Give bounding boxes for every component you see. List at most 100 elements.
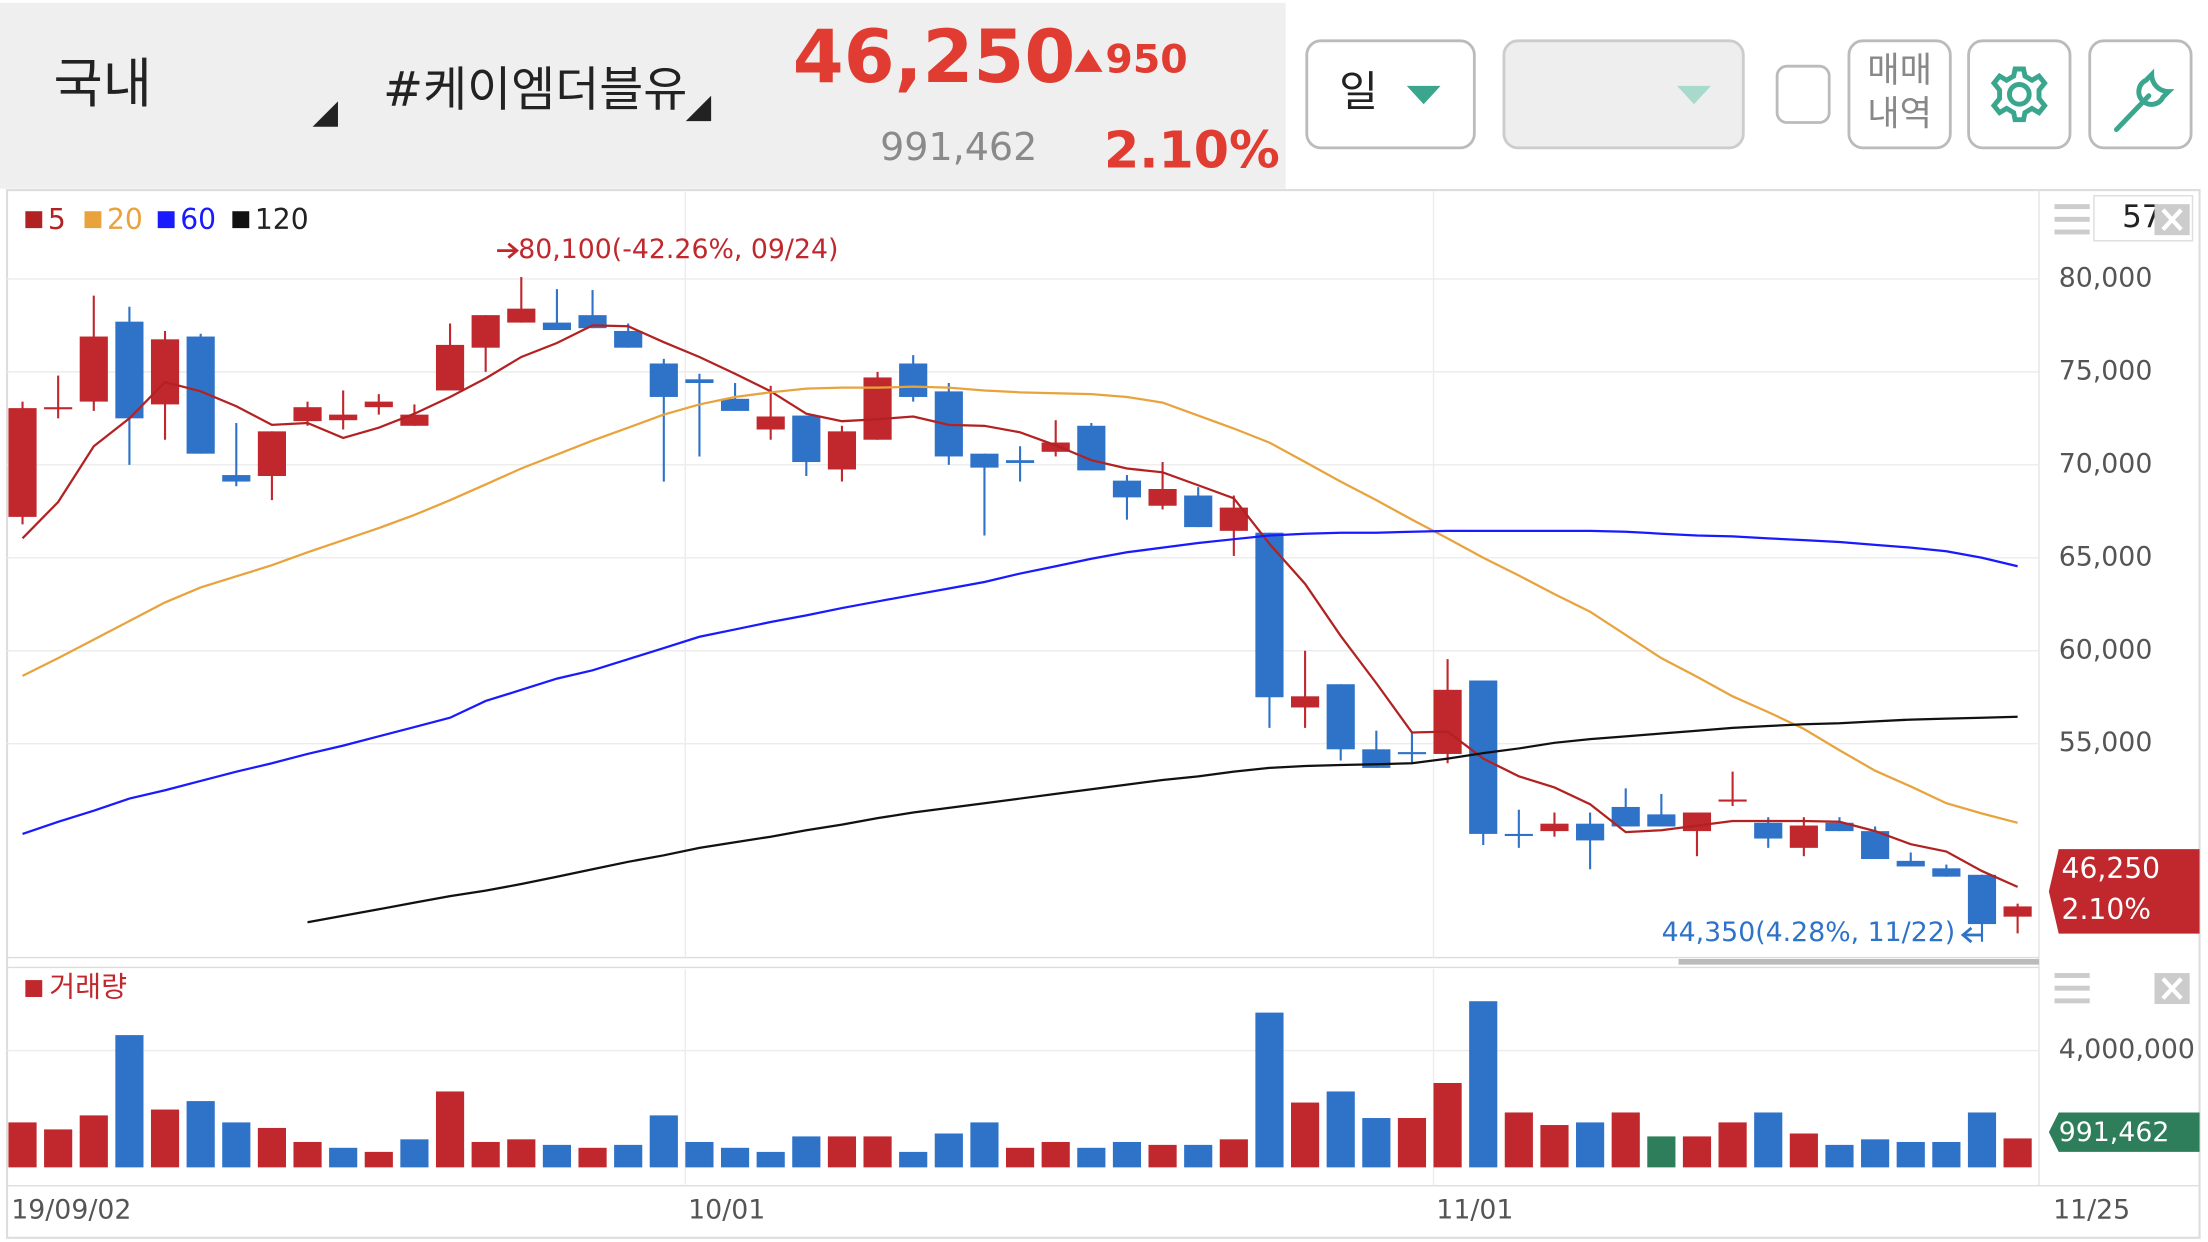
candle-body: [1754, 822, 1783, 839]
candle-body: [2003, 906, 2032, 917]
y-tick-label: 65,000: [2059, 541, 2153, 572]
grid: 80,000 75,000 70,000 65,000 60,000 55,000 19/0…: [7, 191, 2195, 1226]
legend-label: 60: [180, 203, 216, 236]
volume-bar: [649, 1115, 678, 1168]
volume-bar: [2003, 1138, 2032, 1168]
volume-bar: [792, 1136, 821, 1168]
volume-bar: [1362, 1118, 1391, 1168]
legend: 5 20 60 120 거래량: [25, 203, 309, 1004]
option-select[interactable]: [1502, 39, 1745, 150]
candle-body: [257, 431, 286, 476]
candle-body: [1255, 532, 1284, 698]
volume-bar: [507, 1139, 536, 1168]
candle-body: [1789, 825, 1818, 848]
volume-bar: [863, 1136, 892, 1168]
candle-body: [1041, 442, 1070, 452]
volume-bar: [293, 1141, 322, 1168]
moving-average-line: [307, 715, 2018, 924]
volume-bar: [44, 1129, 73, 1168]
button-label: 매매: [1867, 50, 1932, 91]
x-tick-label: 10/01: [688, 1195, 765, 1226]
volume-bar: [257, 1127, 286, 1168]
volume-bar: [1647, 1136, 1676, 1168]
volume-bar: [1326, 1091, 1355, 1168]
x-tick-label: 19/09/02: [11, 1195, 131, 1226]
trade-history-button[interactable]: [1847, 39, 1952, 150]
menu-icon[interactable]: [2054, 973, 2090, 1004]
volume-bar: [1861, 1139, 1890, 1168]
legend-swatch: [25, 980, 43, 997]
volume-bar: [1397, 1118, 1427, 1168]
volume-bar: [899, 1151, 928, 1168]
volume-bar: [970, 1122, 999, 1168]
volume-bar: [1718, 1122, 1747, 1168]
market-select[interactable]: 국내: [54, 52, 152, 115]
chart-frame: [5, 189, 2201, 1239]
annotation-arrow: [1960, 926, 1982, 944]
candle-body: [649, 363, 678, 397]
candle-body: [1433, 689, 1462, 754]
candle-body: [1825, 822, 1854, 832]
volume-bar: [222, 1122, 251, 1168]
candle-body: [827, 431, 857, 470]
volume-bar: [115, 1035, 144, 1168]
volume-bar: [1576, 1122, 1605, 1168]
y-tick-label: 60,000: [2059, 634, 2153, 665]
candle-body: [1967, 874, 1997, 925]
checkbox[interactable]: [1775, 64, 1831, 124]
volume-bar: [1825, 1144, 1854, 1168]
volume-bar: [8, 1122, 37, 1168]
moving-average-line: [22, 529, 2018, 835]
volume-bar: [1682, 1136, 1712, 1168]
high-annotation: 80,100(-42.26%, 09/24): [518, 234, 838, 265]
volume-bar: [1291, 1102, 1320, 1168]
volume-tag: [2048, 1112, 2200, 1152]
y-tick-label: 55,000: [2059, 727, 2153, 758]
moving-average-line: [21, 324, 2019, 888]
header-bg: [0, 2, 1286, 189]
volume-bar: [1219, 1139, 1248, 1168]
candle-body: [329, 414, 358, 421]
volume-bar: [1433, 1082, 1462, 1168]
candle-body: [1540, 823, 1569, 832]
annotation-arrow: [497, 242, 519, 259]
volume-bar: [150, 1109, 180, 1168]
candle-body: [115, 321, 144, 419]
candle-body: [222, 475, 251, 482]
x-tick-label: 11/01: [1436, 1195, 1513, 1226]
volume-bar: [685, 1141, 714, 1168]
candle-body: [899, 363, 928, 397]
volume-bar: [1005, 1147, 1035, 1168]
close-icon[interactable]: [2154, 204, 2190, 236]
close-icon[interactable]: [2154, 973, 2190, 1005]
dropdown-corner: [685, 95, 712, 122]
settings-button[interactable]: [1967, 39, 2072, 150]
legend-label: 5: [48, 203, 66, 236]
y-tick-label: 80,000: [2059, 262, 2153, 293]
candle-body: [720, 398, 750, 411]
period-select[interactable]: [1305, 39, 1476, 150]
candle-body: [614, 330, 643, 348]
candle-body: [79, 336, 108, 402]
dropdown-arrow: [1677, 85, 1711, 105]
price-tag: [2048, 849, 2200, 934]
candle-body: [400, 414, 429, 426]
candle-body: [1005, 460, 1035, 463]
volume-bar: [542, 1144, 572, 1168]
button-label: 내역: [1867, 93, 1932, 134]
volume-bar: [329, 1147, 358, 1168]
volume-bar: [1041, 1141, 1070, 1168]
volume-total: 991,462: [880, 125, 1037, 169]
volume-bar: [1077, 1147, 1106, 1168]
legend-label: 20: [107, 203, 143, 236]
candle-body: [970, 453, 999, 468]
legend-swatch: [84, 211, 102, 229]
candle-body: [293, 407, 322, 422]
moving-average-line: [22, 385, 2018, 824]
volume-bar: [1504, 1112, 1533, 1168]
legend-swatch: [157, 211, 175, 229]
candle-body: [1326, 684, 1355, 750]
stock-name[interactable]: #케이엠더블유: [383, 63, 687, 118]
menu-icon[interactable]: [2054, 204, 2090, 235]
